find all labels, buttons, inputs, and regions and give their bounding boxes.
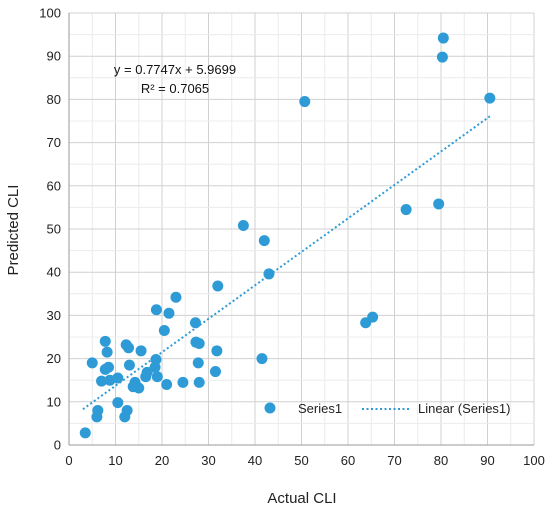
scatter-point xyxy=(133,382,145,394)
y-tick-label: 0 xyxy=(54,438,61,453)
scatter-point xyxy=(436,51,448,63)
scatter-point xyxy=(209,366,221,378)
scatter-point xyxy=(123,359,135,371)
legend-series-label: Series1 xyxy=(298,401,342,416)
x-tick-label: 50 xyxy=(294,453,308,468)
scatter-point xyxy=(121,404,133,416)
x-axis-label: Actual CLI xyxy=(267,490,336,507)
trendline-r-squared: R² = 0.7065 xyxy=(141,81,209,96)
y-tick-label: 20 xyxy=(47,351,61,366)
scatter-point xyxy=(192,357,204,369)
scatter-point xyxy=(161,379,173,391)
x-tick-label: 40 xyxy=(248,453,262,468)
x-tick-label: 60 xyxy=(341,453,355,468)
x-tick-label: 100 xyxy=(523,453,545,468)
scatter-point xyxy=(211,345,223,357)
scatter-point xyxy=(177,376,189,388)
scatter-point xyxy=(123,342,135,354)
x-tick-label: 80 xyxy=(434,453,448,468)
scatter-point xyxy=(163,307,175,319)
y-tick-label: 80 xyxy=(47,92,61,107)
scatter-point xyxy=(158,325,170,337)
trendline-equation: y = 0.7747x + 5.9699 xyxy=(114,62,236,77)
scatter-point xyxy=(437,32,449,44)
scatter-point xyxy=(103,361,115,373)
scatter-point xyxy=(79,427,91,439)
scatter-point xyxy=(135,345,147,357)
scatter-point xyxy=(170,291,182,303)
legend: Series1 Linear (Series1) xyxy=(264,401,511,416)
y-tick-label: 40 xyxy=(47,265,61,280)
scatter-point xyxy=(263,268,275,280)
grid-lines xyxy=(68,12,535,446)
scatter-point xyxy=(258,235,270,247)
legend-trendline-label: Linear (Series1) xyxy=(418,401,511,416)
legend-series-marker xyxy=(264,402,276,414)
data-points xyxy=(79,32,496,439)
y-tick-label: 30 xyxy=(47,308,61,323)
x-tick-label: 30 xyxy=(201,453,215,468)
axes xyxy=(68,13,534,446)
scatter-point xyxy=(150,353,162,365)
y-tick-label: 100 xyxy=(39,6,61,21)
scatter-point xyxy=(189,317,201,329)
y-tick-label: 90 xyxy=(47,49,61,64)
y-tick-label: 10 xyxy=(47,394,61,409)
scatter-point xyxy=(193,337,205,349)
scatter-point xyxy=(112,372,124,384)
y-tick-label: 50 xyxy=(47,222,61,237)
scatter-point xyxy=(299,96,311,108)
scatter-point xyxy=(484,92,496,104)
scatter-point xyxy=(212,280,224,292)
scatter-point xyxy=(86,357,98,369)
scatter-point xyxy=(193,376,205,388)
scatter-point xyxy=(433,198,445,210)
y-axis-label: Predicted CLI xyxy=(5,185,22,276)
scatter-point xyxy=(367,311,379,323)
scatter-point xyxy=(237,220,249,232)
x-tick-label: 70 xyxy=(387,453,401,468)
scatter-point xyxy=(99,335,111,347)
scatter-point xyxy=(150,304,162,316)
scatter-point xyxy=(92,404,104,416)
scatter-point xyxy=(96,375,108,387)
scatter-point xyxy=(101,346,113,358)
x-tick-label: 20 xyxy=(155,453,169,468)
scatter-point xyxy=(400,204,412,216)
y-tick-label: 70 xyxy=(47,135,61,150)
x-tick-label: 0 xyxy=(65,453,72,468)
y-tick-label: 60 xyxy=(47,178,61,193)
scatter-point xyxy=(141,366,153,378)
tick-labels: 0 10 20 30 40 50 60 70 80 90 100 0 10 20 30 40 50 60 70 80 9… xyxy=(39,6,545,469)
scatter-point xyxy=(256,353,268,365)
x-tick-label: 10 xyxy=(108,453,122,468)
scatter-point xyxy=(112,397,124,409)
scatter-point xyxy=(151,371,163,383)
x-tick-label: 90 xyxy=(480,453,494,468)
